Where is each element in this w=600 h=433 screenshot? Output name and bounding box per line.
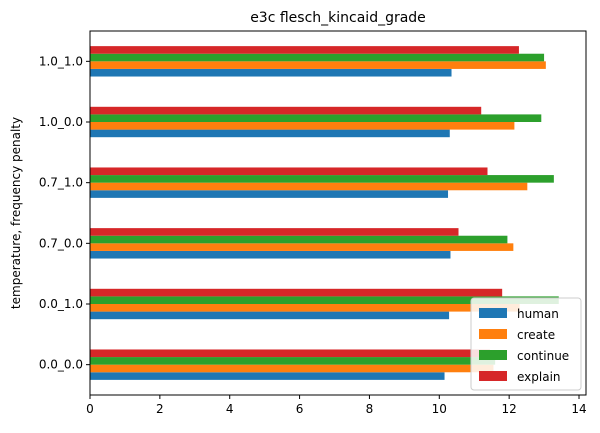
legend: human create continue explain <box>470 297 582 391</box>
legend-label-continue: continue <box>517 349 569 363</box>
x-tick-label: 0 <box>86 402 94 416</box>
y-axis-label: temperature, frequency penalty <box>9 117 23 309</box>
legend-swatch-explain <box>479 371 507 381</box>
y-axis: 0.0_0.0 0.0_1.0 0.7_0.0 0.7_1.0 1.0_0.0 1.0_1… <box>39 54 90 372</box>
legend-swatch-human <box>479 308 507 318</box>
x-tick-label: 4 <box>226 402 234 416</box>
bar-human-0.0_0.0 <box>90 372 445 380</box>
bar-explain-0.0_1.0 <box>90 288 503 297</box>
bar-explain-1.0_1.0 <box>90 46 519 54</box>
legend-swatch-create <box>479 329 507 339</box>
y-tick-label: 1.0_0.0 <box>39 115 83 129</box>
x-tick-label: 12 <box>502 402 517 416</box>
bar-explain-0.0_0.0 <box>90 349 490 358</box>
bar-human-1.0_1.0 <box>90 68 452 77</box>
bar-continue-0.0_0.0 <box>90 357 496 365</box>
y-tick-label: 0.7_0.0 <box>39 236 83 250</box>
bar-explain-1.0_0.0 <box>90 106 482 115</box>
bar-human-0.7_1.0 <box>90 190 449 198</box>
bar-human-0.0_1.0 <box>90 311 450 320</box>
plot-frame <box>89 30 587 396</box>
legend-label-create: create <box>517 328 555 342</box>
bar-create-0.7_1.0 <box>90 182 528 191</box>
legend-box <box>470 297 582 391</box>
bar-create-1.0_0.0 <box>90 122 515 130</box>
x-axis: 0 2 4 6 8 10 12 14 <box>86 395 587 416</box>
x-tick-label: 8 <box>366 402 374 416</box>
bar-human-1.0_0.0 <box>90 129 450 138</box>
x-tick-label: 10 <box>432 402 447 416</box>
y-tick-label: 1.0_1.0 <box>39 54 83 68</box>
bar-create-0.0_0.0 <box>90 364 494 373</box>
bar-continue-0.7_1.0 <box>90 175 554 183</box>
bar-create-0.0_1.0 <box>90 304 520 312</box>
bar-continue-1.0_1.0 <box>90 53 545 62</box>
bar-explain-0.7_0.0 <box>90 228 459 236</box>
bar-continue-0.7_0.0 <box>90 235 508 244</box>
x-tick-label: 14 <box>571 402 586 416</box>
y-tick-label: 0.7_1.0 <box>39 176 83 190</box>
bar-create-1.0_1.0 <box>90 61 546 69</box>
legend-label-human: human <box>517 307 559 321</box>
x-tick-label: 6 <box>296 402 304 416</box>
bar-continue-0.0_1.0 <box>90 296 559 304</box>
y-tick-label: 0.0_0.0 <box>39 358 83 372</box>
legend-swatch-continue <box>479 350 507 360</box>
legend-label-explain: explain <box>517 370 561 384</box>
bar-create-0.7_0.0 <box>90 243 514 251</box>
bar-explain-0.7_1.0 <box>90 167 488 176</box>
bar-continue-1.0_0.0 <box>90 114 542 122</box>
chart-title: e3c flesch_kincaid_grade <box>250 10 426 26</box>
x-tick-label: 2 <box>156 402 164 416</box>
bar-human-0.7_0.0 <box>90 250 451 259</box>
bars <box>90 46 559 380</box>
y-tick-label: 0.0_1.0 <box>39 297 83 311</box>
